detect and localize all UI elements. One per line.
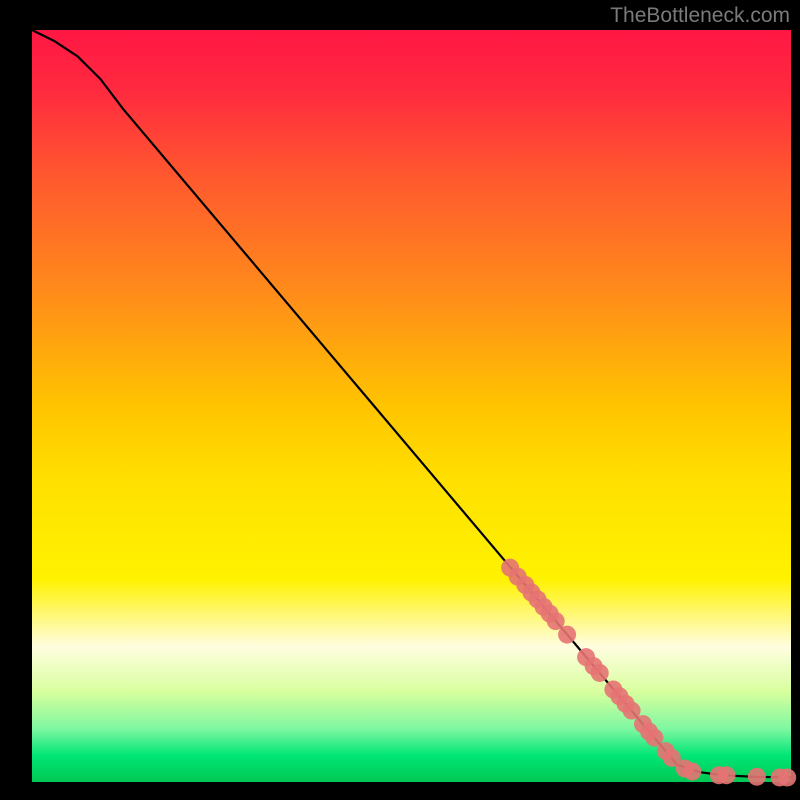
- chart-background: [32, 30, 791, 782]
- data-marker: [683, 762, 701, 780]
- data-marker: [748, 768, 766, 786]
- data-marker: [591, 664, 609, 682]
- data-marker: [778, 768, 796, 786]
- data-marker: [717, 766, 735, 784]
- data-marker: [558, 626, 576, 644]
- chart-container: TheBottleneck.com: [0, 0, 800, 800]
- bottleneck-chart: [0, 0, 800, 800]
